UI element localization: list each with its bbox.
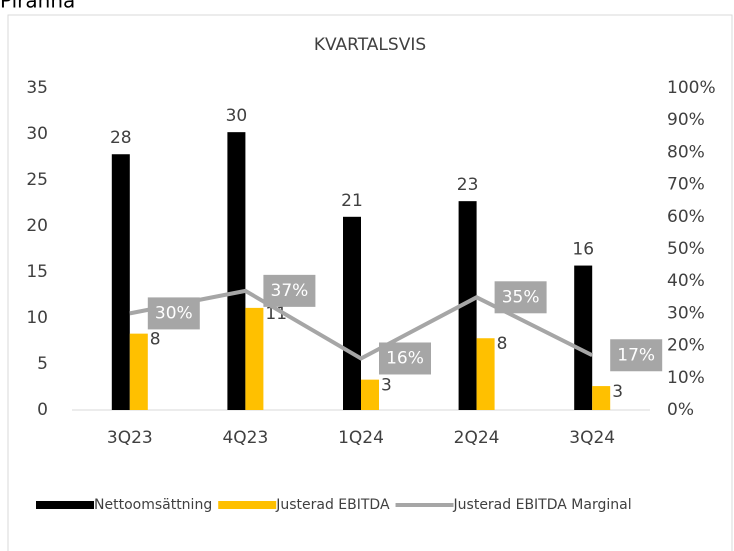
y-tick-label: 10: [26, 308, 48, 328]
bar-value-label: 16: [572, 240, 594, 260]
y-tick-label: 20: [26, 216, 48, 236]
x-tick-label: 4Q23: [222, 428, 268, 448]
y-tick-label: 25: [26, 170, 48, 190]
y2-tick-label: 30%: [667, 303, 705, 323]
bar: [458, 201, 477, 410]
bar: [111, 154, 130, 410]
chart-title: KVARTALSVIS: [314, 35, 426, 55]
page-title: Piranha: [0, 0, 75, 13]
bar-value-label: 11: [265, 304, 287, 324]
bar: [574, 265, 593, 410]
line-label-box: [494, 281, 547, 314]
line-label-box: [263, 274, 316, 307]
line-label-box: [147, 297, 200, 330]
line: [129, 288, 594, 361]
bar: [476, 338, 495, 410]
y2-tick-label: 100%: [667, 78, 716, 98]
y2-tick-label: 60%: [667, 207, 705, 227]
bar-value-label: 30: [226, 106, 248, 126]
legend-label: Justerad EBITDA Marginal: [453, 497, 632, 513]
y-tick-label: 15: [26, 262, 48, 282]
legend-label: Nettoomsättning: [94, 497, 212, 513]
bar-value-label: 21: [341, 191, 363, 211]
x-tick-label: 3Q23: [107, 428, 153, 448]
y-tick-label: 0: [37, 400, 48, 420]
bar-value-label: 3: [612, 382, 623, 402]
y-tick-label: 5: [37, 354, 48, 374]
y-tick-label: 35: [26, 78, 48, 98]
y2-tick-label: 90%: [667, 110, 705, 130]
x-tick-label: 2Q24: [454, 428, 500, 448]
bar: [245, 307, 264, 410]
y2-tick-label: 70%: [667, 175, 705, 195]
bar-value-label: 8: [497, 334, 508, 354]
line-value-label: 37%: [271, 281, 309, 301]
y2-tick-label: 50%: [667, 239, 705, 259]
y2-tick-label: 20%: [667, 336, 705, 356]
line-label-box: [379, 342, 431, 375]
line-value-label: 30%: [155, 303, 193, 323]
bar: [361, 379, 379, 410]
line-value-label: 17%: [617, 345, 655, 365]
bar-value-label: 23: [457, 175, 479, 195]
bar: [343, 216, 361, 410]
bar-value-label: 8: [150, 330, 161, 350]
y-tick-label: 30: [26, 124, 48, 144]
bar: [129, 333, 148, 410]
y2-tick-label: 0%: [667, 400, 694, 420]
line-value-label: 35%: [502, 287, 540, 307]
legend-swatch: [36, 501, 94, 509]
y2-tick-label: 80%: [667, 142, 705, 162]
bar-value-label: 28: [110, 128, 132, 148]
bar: [227, 132, 246, 410]
bar: [592, 386, 611, 410]
line-label-box: [610, 339, 663, 372]
bar-value-label: 3: [381, 376, 392, 396]
x-tick-label: 1Q24: [338, 428, 384, 448]
legend-label: Justerad EBITDA: [275, 497, 390, 513]
x-tick-label: 3Q24: [569, 428, 615, 448]
y2-tick-label: 40%: [667, 271, 705, 291]
y2-tick-label: 10%: [667, 368, 705, 388]
legend-swatch: [218, 501, 277, 509]
line-value-label: 16%: [386, 348, 424, 368]
